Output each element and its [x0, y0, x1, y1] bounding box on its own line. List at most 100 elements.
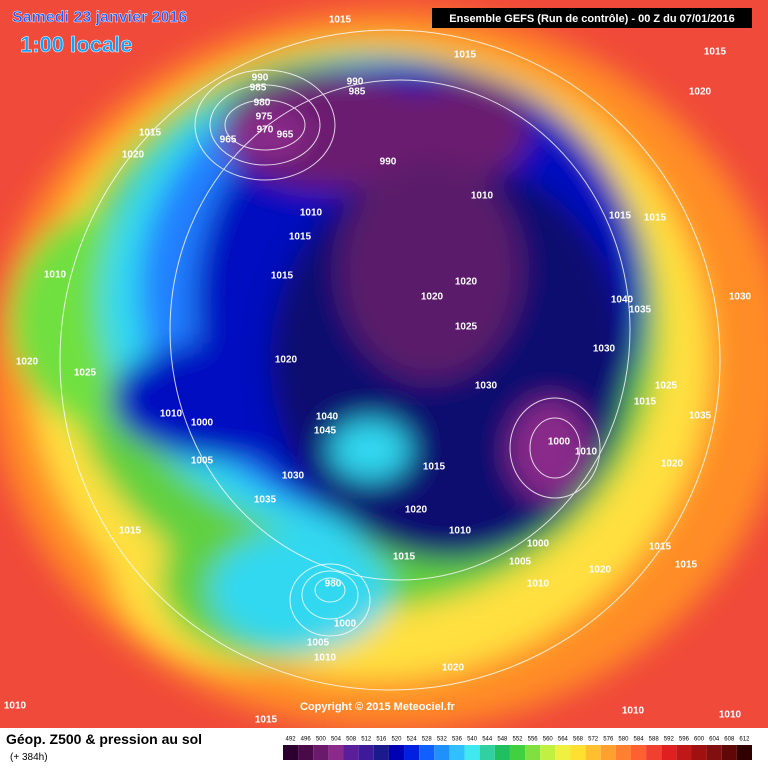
- isobar-label: 1010: [622, 706, 645, 717]
- colorbar-cell: [630, 745, 647, 760]
- isobar-label: 1020: [405, 505, 428, 516]
- isobar-label: 1015: [289, 232, 312, 243]
- isobar-label: 970: [257, 125, 274, 136]
- isobar-label: 1035: [254, 495, 277, 506]
- isobar-label: 1005: [191, 456, 214, 467]
- isobar-label: 1030: [475, 381, 498, 392]
- colorbar-cell: [434, 745, 450, 760]
- colorbar-label: 592: [664, 737, 675, 743]
- isobar-label: 1020: [122, 150, 145, 161]
- isobar-label: 1020: [275, 355, 298, 366]
- isobar-label: 1010: [4, 701, 27, 712]
- isobar-label: 1015: [644, 213, 667, 224]
- isobar-label: 1015: [139, 128, 162, 139]
- isobar-label: 1025: [655, 381, 678, 392]
- colorbar-cell: [449, 745, 465, 760]
- isobar-label: 1010: [471, 191, 494, 202]
- colorbar-cell: [404, 745, 420, 760]
- colorbar-label: 512: [361, 737, 372, 743]
- isobar-label: 1030: [729, 292, 752, 303]
- colorbar-label: 604: [709, 737, 720, 743]
- isobar-label: 1025: [455, 322, 478, 333]
- colorbar-cell: [706, 745, 722, 760]
- isobar-label: 1010: [719, 710, 742, 721]
- isobar-label: 1025: [74, 368, 97, 379]
- colorbar-cell: [388, 745, 405, 760]
- isobar-label: 1020: [455, 277, 478, 288]
- isobar-label: 1015: [271, 271, 294, 282]
- isobar-label: 985: [349, 87, 366, 98]
- copyright: Copyright © 2015 Meteociel.fr: [300, 701, 456, 713]
- isobar-label: 1030: [593, 344, 616, 355]
- colorbar-label: 536: [452, 737, 463, 743]
- isobar-label: 1020: [16, 357, 39, 368]
- caption: Géop. Z500 & pression au sol: [6, 731, 202, 747]
- colorbar-label: 504: [331, 737, 342, 743]
- isobar-label: 1015: [609, 211, 632, 222]
- colorbar-label: 548: [497, 737, 508, 743]
- colorbar-cell: [555, 745, 571, 760]
- colorbar-cell: [736, 745, 752, 760]
- isobar-label: 990: [347, 77, 364, 88]
- local-time: 1:00 locale: [20, 32, 133, 57]
- colorbar-cell: [313, 745, 329, 760]
- colorbar-label: 608: [724, 737, 735, 743]
- isobar-label: 1015: [675, 560, 698, 571]
- isobar-label: 1005: [509, 557, 532, 568]
- colorbar-cell: [283, 745, 299, 760]
- colorbar-cell: [691, 745, 707, 760]
- colorbar-label: 540: [467, 737, 478, 743]
- isobar-label: 1035: [629, 305, 652, 316]
- colorbar-label: 544: [482, 737, 493, 743]
- isobar-label: 1010: [314, 653, 337, 664]
- isobar-label: 1000: [548, 437, 571, 448]
- isobar-label: 985: [250, 83, 267, 94]
- colorbar-cell: [373, 745, 389, 760]
- colorbar-label: 584: [634, 737, 645, 743]
- run-info: Ensemble GEFS (Run de contrôle) - 00 Z d…: [449, 13, 734, 25]
- colorbar-cell: [479, 745, 495, 760]
- colorbar-label: 492: [286, 737, 297, 743]
- colorbar-cell: [600, 745, 616, 760]
- isobar-label: 965: [220, 135, 237, 146]
- date-title: Samedi 23 janvier 2016: [12, 9, 187, 26]
- colorbar-cell: [585, 745, 601, 760]
- colorbar-cell: [615, 745, 631, 760]
- isobar-label: 1010: [449, 526, 472, 537]
- isobar-label: 980: [325, 579, 342, 590]
- colorbar-cell: [328, 745, 344, 760]
- isobar-label: 1010: [575, 447, 598, 458]
- isobar-label: 1000: [334, 619, 357, 630]
- isobar-label: 990: [380, 157, 397, 168]
- colorbar-label: 516: [376, 737, 387, 743]
- isobar-label: 1020: [442, 663, 465, 674]
- colorbar-cell: [509, 745, 526, 760]
- isobars: [59, 29, 721, 691]
- isobar-label: 1015: [704, 47, 727, 58]
- colorbar: 492 496 500 504 508 512 516 520 524 528 532 536 540 5…: [283, 737, 752, 760]
- isobar-label: 1015: [649, 542, 672, 553]
- colorbar-cell: [721, 745, 737, 760]
- colorbar-cell: [298, 745, 314, 760]
- colorbar-label: 564: [558, 737, 569, 743]
- isobar-label: 1020: [421, 292, 444, 303]
- isobar-label: 1015: [255, 715, 278, 726]
- isobar-label: 1015: [393, 552, 416, 563]
- colorbar-label: 508: [346, 737, 357, 743]
- colorbar-label: 528: [422, 737, 433, 743]
- isobar-label: 1020: [661, 459, 684, 470]
- isobar-label: 1010: [160, 409, 183, 420]
- lead-time: (+ 384h): [10, 752, 48, 763]
- isobar-label: 1020: [589, 565, 612, 576]
- colorbar-cell: [419, 745, 435, 760]
- isobar-label: 1005: [307, 638, 330, 649]
- isobar-label: 1040: [611, 295, 634, 306]
- isobar-label: 1010: [300, 208, 323, 219]
- colorbar-label: 524: [407, 737, 418, 743]
- isobar-label: 1015: [329, 15, 352, 26]
- colorbar-cell: [646, 745, 662, 760]
- colorbar-label: 556: [528, 737, 539, 743]
- isobar-label: 990: [252, 73, 269, 84]
